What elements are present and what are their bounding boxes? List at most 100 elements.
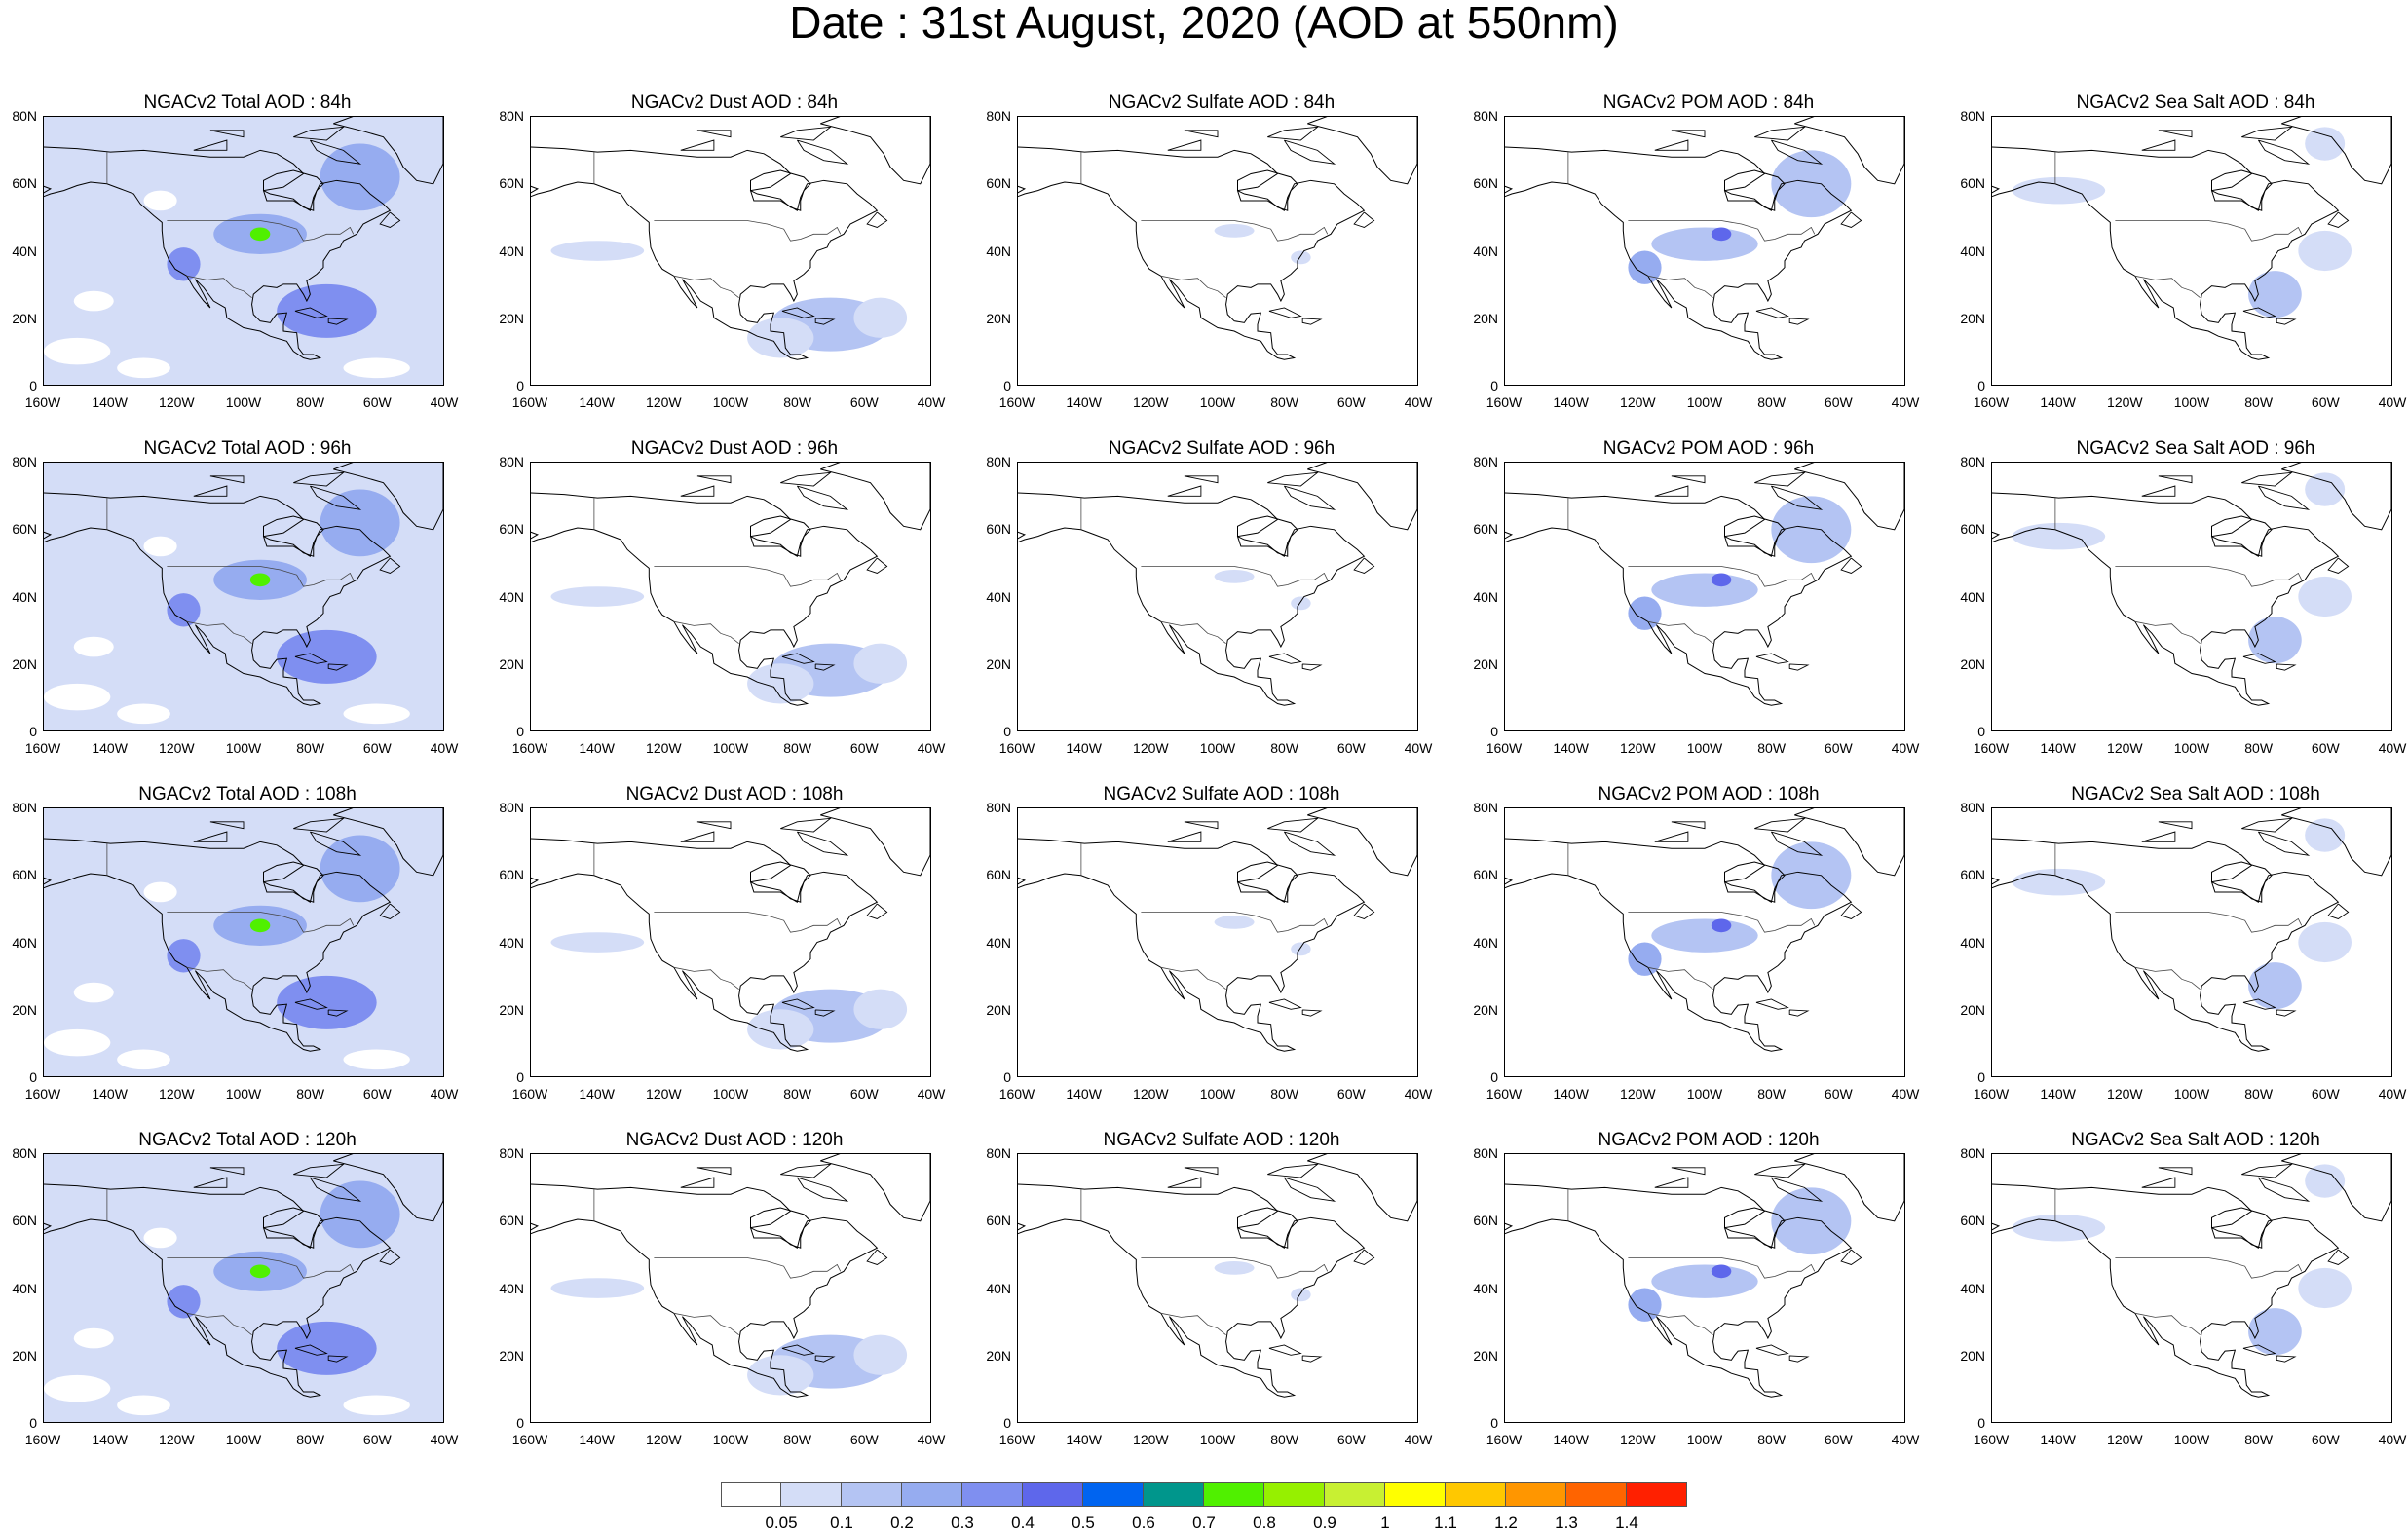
island-coastline [680, 1177, 715, 1188]
aod-plume [550, 1278, 645, 1298]
island-coastline [1184, 130, 1219, 138]
aod-field-map [531, 463, 930, 730]
island-coastline [2276, 1355, 2297, 1363]
national-border [1160, 966, 1226, 990]
lon-tick-label: 60W [362, 1086, 392, 1102]
island-coastline [2257, 1177, 2311, 1202]
aod-plume [747, 1009, 814, 1050]
lon-tick-label: 160W [511, 394, 548, 410]
aod-clear-patch [73, 290, 114, 312]
aod-plume [320, 143, 400, 211]
greenland-coastline [1794, 463, 1904, 531]
island-coastline [1788, 1009, 1810, 1017]
lon-tick-label: 140W [1066, 740, 1102, 756]
lon-tick-label: 140W [1066, 394, 1102, 410]
colorbar-label: 0.5 [1072, 1514, 1095, 1532]
greenland-coastline [333, 1154, 443, 1222]
island-coastline [1267, 126, 1319, 141]
island-coastline [680, 139, 715, 151]
aod-field-map [1018, 117, 1417, 385]
lon-tick-label: 100W [712, 1432, 749, 1447]
aod-plume [2248, 1308, 2302, 1356]
aod-clear-patch [143, 190, 177, 211]
greenland-coastline [820, 463, 930, 531]
aod-plume [1711, 1264, 1732, 1279]
lat-tick-label: 80N [1473, 1145, 1498, 1161]
lat-tick-label: 0 [1003, 1415, 1011, 1431]
national-border [1160, 1312, 1226, 1335]
hudson-bay-coastline [750, 861, 811, 903]
lon-tick-label: 140W [579, 740, 615, 756]
lon-tick-label: 120W [1620, 394, 1656, 410]
lat-tick-label: 20N [499, 655, 524, 672]
lon-tick-label: 160W [998, 740, 1035, 756]
national-border [186, 275, 252, 298]
lat-tick-label: 0 [1003, 724, 1011, 739]
colorbar-label: 1.3 [1555, 1514, 1578, 1532]
lon-tick-label: 60W [1824, 740, 1853, 756]
lat-tick-label: 40N [986, 588, 1011, 605]
lon-tick-label: 100W [2173, 394, 2210, 410]
colorbar-swatch [1204, 1482, 1264, 1507]
lat-tick-label: 20N [12, 1001, 37, 1018]
national-border [186, 1312, 252, 1335]
hudson-bay-coastline [750, 1207, 811, 1249]
lon-tick-label: 60W [1824, 1432, 1853, 1447]
aod-background-shading [1018, 463, 1417, 730]
national-border [2134, 966, 2201, 990]
lat-tick-label: 40N [1473, 588, 1498, 605]
map-frame [1017, 1153, 1418, 1423]
lon-tick-label: 100W [712, 1086, 749, 1102]
aod-background-shading [1018, 1154, 1417, 1422]
lon-tick-label: 160W [998, 1432, 1035, 1447]
hudson-bay-coastline [263, 515, 324, 557]
lat-tick-label: 0 [1490, 724, 1498, 739]
aod-plume [1291, 942, 1311, 956]
lat-tick-label: 60N [986, 1213, 1011, 1229]
aod-plume [2305, 127, 2346, 161]
lon-tick-label: 160W [511, 1432, 548, 1447]
island-coastline [1755, 307, 1789, 318]
map-panel: NGACv2 Dust AOD : 96h 80N 60N 40N 20N 0 160W 14… [487, 438, 964, 784]
lon-tick-label: 140W [2040, 1086, 2076, 1102]
island-coastline [1301, 318, 1323, 325]
national-border [654, 220, 842, 242]
national-border [1647, 275, 1713, 298]
lat-tick-label: 80N [1960, 108, 1985, 124]
island-coastline [294, 307, 328, 318]
lon-tick-label: 160W [511, 740, 548, 756]
aod-plume [167, 247, 201, 281]
island-coastline [680, 831, 715, 842]
national-border [2134, 275, 2201, 298]
lat-tick-label: 0 [29, 724, 37, 739]
lat-tick-label: 40N [986, 1280, 1011, 1296]
lon-tick-label: 80W [2244, 1086, 2274, 1102]
lon-tick-label: 120W [646, 1086, 682, 1102]
map-panel: NGACv2 Total AOD : 84h 80N 60N 40N 20N 0 160W 1… [0, 93, 477, 438]
lon-tick-label: 140W [92, 1086, 128, 1102]
lat-tick-label: 0 [1490, 1069, 1498, 1085]
lon-tick-label: 100W [225, 1432, 262, 1447]
aod-plume [1771, 150, 1852, 218]
colorbar-label: 0.05 [765, 1514, 798, 1532]
island-coastline [2276, 663, 2297, 671]
lat-tick-label: 0 [1977, 378, 1985, 393]
island-coastline [2241, 126, 2293, 141]
panel-title: NGACv2 Total AOD : 108h [138, 784, 357, 804]
colorbar-label: 0.8 [1253, 1514, 1276, 1532]
island-coastline [696, 1167, 732, 1176]
island-coastline [293, 817, 345, 833]
lat-tick-label: 20N [986, 655, 1011, 672]
island-coastline [1788, 663, 1810, 671]
island-coastline [1268, 1344, 1302, 1356]
lon-tick-label: 40W [2378, 394, 2407, 410]
aod-plume [167, 593, 201, 627]
national-border [654, 1257, 842, 1279]
lon-tick-label: 40W [2378, 740, 2407, 756]
national-border [1647, 966, 1713, 990]
aod-plume [853, 297, 908, 338]
lon-tick-label: 120W [646, 394, 682, 410]
map-panel: NGACv2 Sea Salt AOD : 96h 80N 60N 40N 20N 0 16… [1948, 438, 2408, 784]
lat-tick-label: 20N [499, 1001, 524, 1018]
aod-plume [853, 989, 908, 1029]
